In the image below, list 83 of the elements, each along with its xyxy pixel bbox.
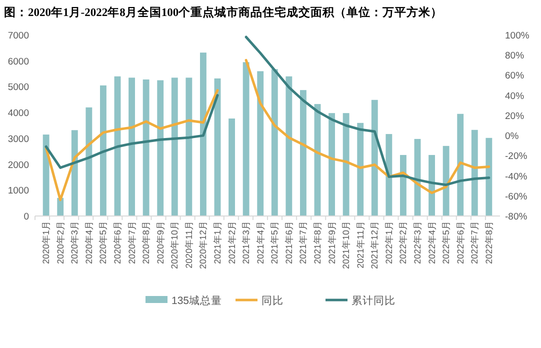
x-tick-label: 2020年7月 [126, 221, 137, 264]
x-tick-label: 2021年12月 [370, 221, 380, 270]
x-tick-label: 2020年5月 [98, 221, 108, 264]
x-tick-label: 2021年5月 [270, 221, 280, 264]
x-tick-label: 2021年11月 [355, 221, 366, 268]
x-tick-label: 2022年7月 [470, 221, 480, 264]
x-tick-label: 2021年9月 [326, 221, 337, 264]
x-tick-label: 2020年3月 [70, 221, 80, 264]
x-tick-label: 2021年8月 [312, 221, 322, 264]
bar [228, 118, 235, 216]
bar [171, 78, 178, 216]
y2-tick-label: 80% [505, 50, 525, 62]
bar [157, 80, 164, 216]
x-tick-label: 2021年4月 [255, 221, 266, 264]
legend-label: 累计同比 [352, 294, 396, 307]
x-tick-label: 2022年4月 [426, 221, 437, 264]
bar [71, 130, 78, 216]
x-tick-label: 2022年2月 [398, 221, 408, 264]
y2-tick-label: 20% [505, 110, 525, 122]
bar [400, 154, 406, 216]
legend-label: 同比 [262, 294, 284, 307]
x-tick-label: 2022年3月 [412, 221, 422, 264]
bar [357, 122, 364, 216]
x-tick-label: 2021年6月 [284, 221, 294, 264]
x-tick-label: 2022年6月 [455, 221, 466, 264]
y2-tick-label: -60% [505, 191, 528, 202]
x-tick-label: 2020年8月 [141, 221, 152, 264]
bar [114, 76, 121, 216]
x-tick-label: 2022年8月 [484, 221, 494, 264]
bar [300, 90, 306, 216]
y-tick-label: 3000 [8, 134, 29, 145]
y-tick-label: 7000 [8, 30, 29, 42]
x-tick-label: 2022年1月 [384, 221, 394, 264]
bar [142, 79, 150, 216]
y2-tick-label: -80% [505, 212, 528, 222]
y-tick-label: 2000 [8, 160, 29, 171]
x-tick-label: 2021年10月 [341, 221, 352, 270]
bar [457, 114, 464, 216]
bar [442, 146, 450, 216]
x-tick-label: 2020年10月 [170, 221, 180, 270]
y-tick-label: 6000 [8, 56, 29, 68]
bar [486, 138, 492, 216]
legend-label: 135城总量 [172, 294, 222, 307]
bar [42, 134, 50, 216]
x-tick-label: 2020年12月 [198, 221, 208, 270]
bar [257, 71, 264, 216]
x-tick-label: 2020年2月 [55, 221, 66, 264]
bar [57, 198, 64, 216]
x-tick-label: 2020年9月 [155, 221, 166, 264]
bar [100, 85, 106, 216]
bar [328, 113, 335, 216]
x-tick-label: 2020年1月 [41, 221, 52, 264]
x-tick-label: 2020年6月 [112, 221, 122, 264]
bar [471, 130, 478, 216]
bar [428, 154, 435, 216]
bar [86, 107, 92, 216]
y-tick-label: 1000 [8, 186, 29, 197]
y2-tick-label: -20% [505, 151, 528, 162]
x-tick-label: 2021年1月 [212, 221, 222, 264]
bar [271, 69, 278, 216]
bar [386, 134, 392, 216]
y2-tick-label: 100% [505, 30, 530, 42]
y-tick-label: 5000 [8, 82, 29, 94]
bar [342, 113, 350, 216]
y2-tick-label: -40% [505, 171, 528, 182]
bar [186, 78, 192, 216]
y-tick-label: 4000 [8, 108, 29, 120]
y2-tick-label: 0% [505, 131, 520, 142]
bar [200, 52, 206, 216]
chart-title: 图：2020年1月-2022年8月全国100个重点城市商品住宅成交面积（单位：万平方米） [4, 5, 443, 19]
x-tick-label: 2021年7月 [298, 221, 308, 264]
bar [128, 78, 135, 216]
x-tick-label: 2022年5月 [441, 221, 452, 264]
bar [242, 62, 250, 216]
bar [371, 100, 378, 216]
x-tick-label: 2021年3月 [241, 221, 252, 264]
y-tick-label: 0 [24, 212, 29, 222]
x-tick-label: 2020年11月 [184, 221, 194, 268]
x-tick-label: 2020年4月 [84, 221, 94, 264]
y2-tick-label: 60% [505, 70, 525, 82]
x-tick-label: 2021年2月 [226, 221, 237, 264]
bar [286, 76, 292, 216]
y2-tick-label: 40% [505, 90, 525, 102]
